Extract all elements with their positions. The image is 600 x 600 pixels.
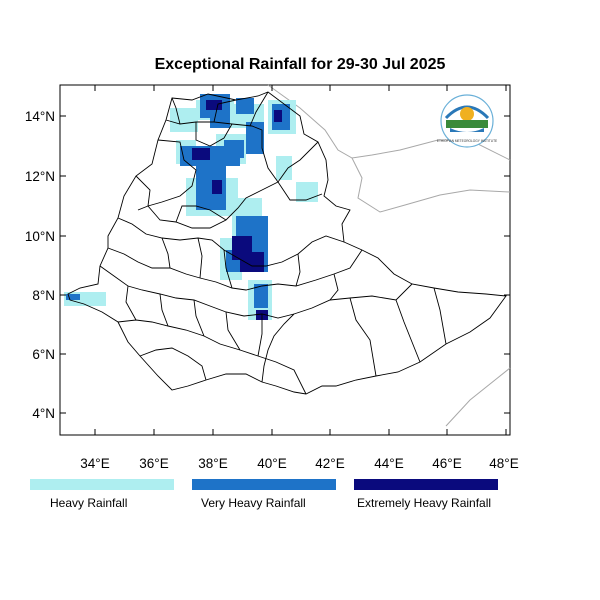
y-tick-labels: 14°N 12°N 10°N 8°N 6°N 4°N [25,109,55,421]
legend-swatch-extreme [354,479,498,490]
map-title: Exceptional Rainfall for 29-30 Jul 2025 [154,56,446,73]
x-tick-label: 48°E [489,456,518,471]
legend-label-heavy: Heavy Rainfall [50,496,128,510]
axis-ticks [60,85,510,435]
y-tick-label: 4°N [32,406,55,421]
legend-label-extreme: Extremely Heavy Rainfall [357,496,492,510]
x-tick-label: 34°E [80,456,109,471]
institute-logo: ETHIOPIAN METEOROLOGY INSTITUTE [437,94,497,148]
x-tick-label: 46°E [432,456,461,471]
y-tick-label: 12°N [25,169,55,184]
x-tick-label: 38°E [198,456,227,471]
ethiopia-boundaries [67,91,507,395]
logo-text: ETHIOPIAN METEOROLOGY INSTITUTE [437,139,497,143]
x-tick-label: 36°E [139,456,168,471]
x-tick-label: 44°E [374,456,403,471]
y-tick-label: 8°N [32,288,55,303]
y-tick-label: 6°N [32,347,55,362]
x-tick-label: 40°E [257,456,286,471]
x-tick-labels: 34°E 36°E 38°E 40°E 42°E 44°E 46°E 48°E [80,456,518,471]
legend-label-very-heavy: Very Heavy Rainfall [201,496,306,510]
y-tick-label: 14°N [25,109,55,124]
x-tick-label: 42°E [315,456,344,471]
legend-swatch-very-heavy [192,479,336,490]
legend-swatch-heavy [30,479,174,490]
y-tick-label: 10°N [25,229,55,244]
